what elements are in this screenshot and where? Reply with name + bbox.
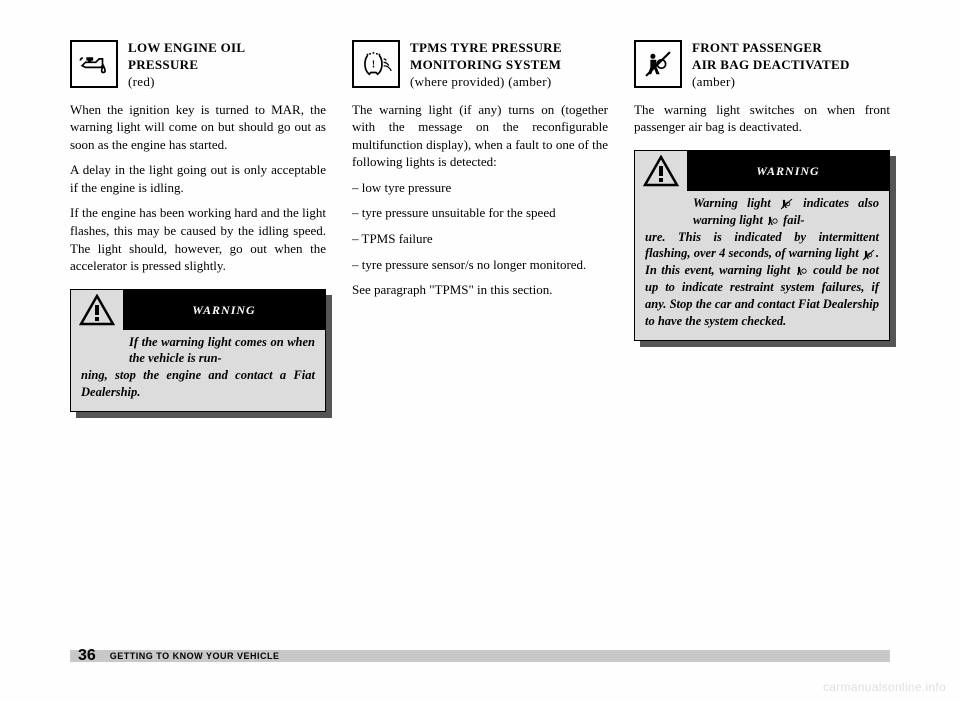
col1-title-sub: (red) bbox=[128, 74, 245, 91]
oil-pressure-icon bbox=[70, 40, 118, 88]
wt-d: ure. This is indicated by intermittent f… bbox=[645, 230, 879, 261]
col1-warning-text: If the warning light comes on when the v… bbox=[81, 334, 315, 402]
col3-p1: The warning light switches on when front… bbox=[634, 101, 890, 136]
col3-header: FRONT PASSENGER AIR BAG DEACTIVATED (amb… bbox=[634, 40, 890, 91]
footer-bar: 36 GETTING TO KNOW YOUR VEHICLE bbox=[70, 650, 890, 662]
col1-title-line1: LOW ENGINE OIL bbox=[128, 40, 245, 55]
col2-li4: – tyre pressure sensor/s no longer monit… bbox=[352, 256, 608, 274]
col2-title-sub: (where provided) (amber) bbox=[410, 74, 562, 91]
col2-li1: – low tyre pressure bbox=[352, 179, 608, 197]
airbag-inline-icon bbox=[766, 215, 780, 227]
warning-label: WARNING bbox=[123, 290, 325, 330]
warning-content-2: WARNING Warning light indicates also war… bbox=[634, 150, 890, 341]
col3-title-line1: FRONT PASSENGER bbox=[692, 40, 822, 55]
col3-warning: WARNING Warning light indicates also war… bbox=[634, 150, 890, 341]
warn-line-b: ning, stop the engine and contact a Fiat… bbox=[81, 367, 315, 401]
page-number: 36 bbox=[70, 647, 110, 665]
tpms-icon: ! bbox=[352, 40, 400, 88]
airbag-off-inline-icon-2 bbox=[862, 249, 876, 261]
col1-warning: WARNING If the warning light comes on wh… bbox=[70, 289, 326, 413]
column-2: ! TPMS TYRE PRESSURE MONITORING SYSTEM (… bbox=[352, 40, 608, 412]
svg-text:!: ! bbox=[372, 59, 375, 70]
col2-title-line2: MONITORING SYSTEM bbox=[410, 57, 561, 72]
col2-title-line1: TPMS TYRE PRESSURE bbox=[410, 40, 562, 55]
col3-title-sub: (amber) bbox=[692, 74, 850, 91]
col1-p2: A delay in the light going out is only a… bbox=[70, 161, 326, 196]
col1-p1: When the ignition key is turned to MAR, … bbox=[70, 101, 326, 154]
warn-line-a: If the warning light comes on when the v… bbox=[129, 334, 315, 368]
manual-page: LOW ENGINE OIL PRESSURE (red) When the i… bbox=[0, 0, 960, 702]
col2-p2: See paragraph "TPMS" in this section. bbox=[352, 281, 608, 299]
col1-header: LOW ENGINE OIL PRESSURE (red) bbox=[70, 40, 326, 91]
content-columns: LOW ENGINE OIL PRESSURE (red) When the i… bbox=[70, 40, 890, 412]
footer-section: GETTING TO KNOW YOUR VEHICLE bbox=[110, 651, 280, 661]
wt-c: fail- bbox=[780, 213, 805, 227]
airbag-off-icon bbox=[634, 40, 682, 88]
warning-triangle-icon bbox=[71, 290, 123, 330]
warning-header-2: WARNING bbox=[635, 151, 889, 191]
warning-triangle-icon-2 bbox=[635, 151, 687, 191]
col1-title: LOW ENGINE OIL PRESSURE (red) bbox=[128, 40, 245, 91]
col3-title-line2: AIR BAG DEACTIVATED bbox=[692, 57, 850, 72]
col2-header: ! TPMS TYRE PRESSURE MONITORING SYSTEM (… bbox=[352, 40, 608, 91]
col1-p3: If the engine has been working hard and … bbox=[70, 204, 326, 274]
col2-li2: – tyre pressure unsuitable for the speed bbox=[352, 204, 608, 222]
warning-label-2: WARNING bbox=[687, 151, 889, 191]
warning-content: WARNING If the warning light comes on wh… bbox=[70, 289, 326, 413]
col3-title: FRONT PASSENGER AIR BAG DEACTIVATED (amb… bbox=[692, 40, 850, 91]
page-footer: 36 GETTING TO KNOW YOUR VEHICLE bbox=[70, 650, 890, 662]
airbag-off-inline-icon bbox=[780, 198, 794, 210]
column-3: FRONT PASSENGER AIR BAG DEACTIVATED (amb… bbox=[634, 40, 890, 412]
wt-a: Warning light bbox=[693, 196, 780, 210]
column-1: LOW ENGINE OIL PRESSURE (red) When the i… bbox=[70, 40, 326, 412]
col3-warning-text: Warning light indicates also warning lig… bbox=[645, 195, 879, 330]
col2-li3: – TPMS failure bbox=[352, 230, 608, 248]
airbag-inline-icon-2 bbox=[795, 265, 809, 277]
watermark: carmanualsonline.info bbox=[823, 680, 946, 694]
warning-header: WARNING bbox=[71, 290, 325, 330]
col1-title-line2: PRESSURE bbox=[128, 57, 198, 72]
col2-p1: The warning light (if any) turns on (tog… bbox=[352, 101, 608, 171]
col2-title: TPMS TYRE PRESSURE MONITORING SYSTEM (wh… bbox=[410, 40, 562, 91]
